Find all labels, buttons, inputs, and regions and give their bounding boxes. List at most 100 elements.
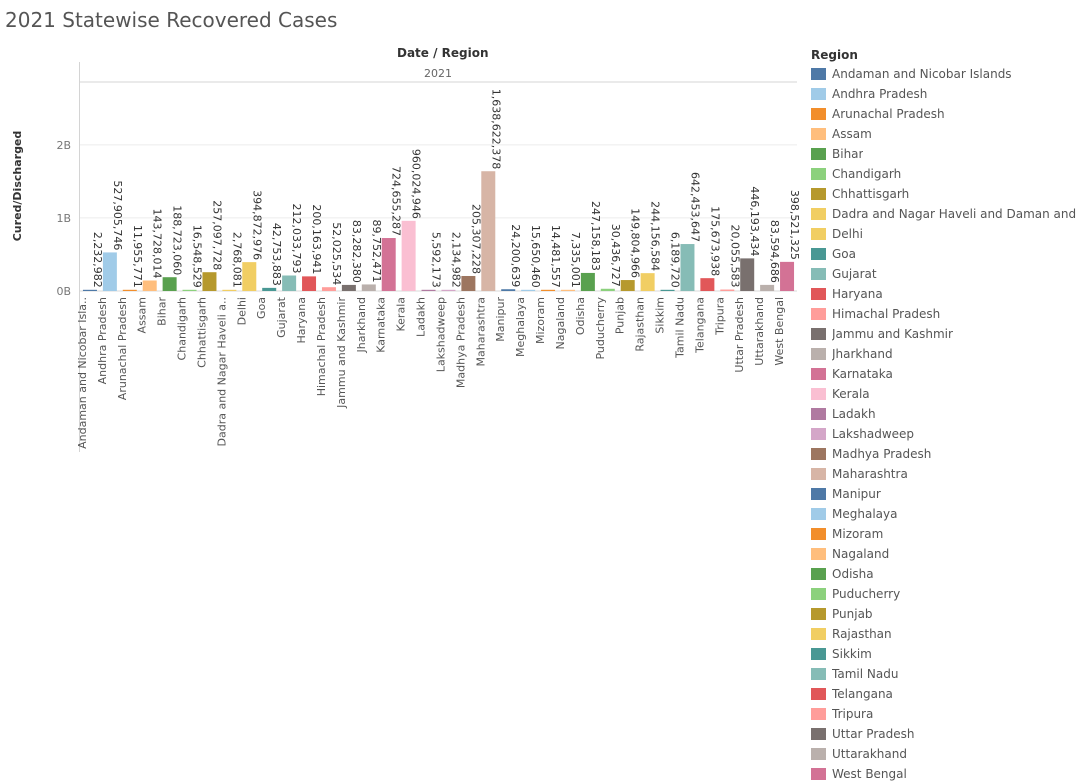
value-label: 16,548,529 — [191, 225, 204, 288]
category-label: Andaman and Nicobar Isla.. — [76, 297, 89, 449]
legend-item[interactable]: Karnataka — [811, 364, 1081, 384]
y-axis-ticks: 0B 1B 2B — [56, 139, 71, 298]
category-label: Telangana — [693, 297, 706, 354]
bar — [302, 276, 317, 291]
legend-item[interactable]: Chhattisgarh — [811, 184, 1081, 204]
legend-item[interactable]: Telangana — [811, 684, 1081, 704]
legend-item[interactable]: Madhya Pradesh — [811, 444, 1081, 464]
category-label: Haryana — [295, 297, 308, 344]
legend-item[interactable]: Jharkhand — [811, 344, 1081, 364]
value-label: 83,594,686 — [768, 220, 781, 283]
legend-item[interactable]: Maharashtra — [811, 464, 1081, 484]
bar — [341, 284, 356, 291]
bar — [660, 289, 675, 291]
legend-swatch — [811, 728, 826, 740]
legend-swatch — [811, 628, 826, 640]
legend-swatch — [811, 188, 826, 200]
legend-item[interactable]: Ladakh — [811, 404, 1081, 424]
legend-swatch — [811, 288, 826, 300]
legend-item[interactable]: Meghalaya — [811, 504, 1081, 524]
legend-item[interactable]: Tamil Nadu — [811, 664, 1081, 684]
legend-swatch — [811, 308, 826, 320]
y-tick-label: 1B — [56, 212, 71, 225]
category-label: Tripura — [713, 297, 726, 336]
legend-item[interactable]: Andhra Pradesh — [811, 84, 1081, 104]
legend-swatch — [811, 688, 826, 700]
legend-label: Kerala — [832, 387, 870, 401]
legend-item[interactable]: Bihar — [811, 144, 1081, 164]
legend-item[interactable]: Uttar Pradesh — [811, 724, 1081, 744]
category-label: Ladakh — [415, 297, 428, 337]
bar — [481, 171, 496, 291]
legend-label: Lakshadweep — [832, 427, 915, 441]
bar — [640, 273, 655, 291]
legend-label: Chandigarh — [832, 167, 902, 181]
value-label: 527,905,746 — [111, 180, 124, 250]
legend-label: Arunachal Pradesh — [832, 107, 945, 121]
category-label: Himachal Pradesh — [315, 297, 328, 396]
bar — [760, 284, 775, 291]
legend-item[interactable]: Uttarakhand — [811, 744, 1081, 764]
legend-swatch — [811, 528, 826, 540]
legend: Region Andaman and Nicobar Islands Andhra… — [811, 47, 1081, 784]
legend-swatch — [811, 708, 826, 720]
legend-label: Maharashtra — [832, 467, 908, 481]
bar — [600, 288, 615, 291]
category-label: Lakshadweep — [434, 297, 447, 372]
legend-item[interactable]: Tripura — [811, 704, 1081, 724]
legend-item[interactable]: Himachal Pradesh — [811, 304, 1081, 324]
value-label: 2,768,081 — [230, 232, 243, 288]
legend-label: Mizoram — [832, 527, 884, 541]
category-label: Mizoram — [534, 297, 547, 344]
legend-item[interactable]: Dadra and Nagar Haveli and Daman and Diu — [811, 204, 1081, 224]
legend-item[interactable]: Sikkim — [811, 644, 1081, 664]
legend-item[interactable]: Rajasthan — [811, 624, 1081, 644]
legend-item[interactable]: Nagaland — [811, 544, 1081, 564]
category-label: Puducherry — [594, 297, 607, 360]
value-label: 257,097,728 — [210, 200, 223, 270]
legend-item[interactable]: Lakshadweep — [811, 424, 1081, 444]
legend-label: Goa — [832, 247, 856, 261]
legend-item[interactable]: Punjab — [811, 604, 1081, 624]
legend-item[interactable]: Jammu and Kashmir — [811, 324, 1081, 344]
legend-item[interactable]: Manipur — [811, 484, 1081, 504]
category-label: Gujarat — [275, 296, 288, 338]
legend-item[interactable]: Chandigarh — [811, 164, 1081, 184]
legend-label: Punjab — [832, 607, 873, 621]
legend-item[interactable]: West Bengal — [811, 764, 1081, 784]
legend-item[interactable]: Andaman and Nicobar Islands — [811, 64, 1081, 84]
category-label: Arunachal Pradesh — [116, 297, 129, 400]
legend-item[interactable]: Odisha — [811, 564, 1081, 584]
legend-item[interactable]: Puducherry — [811, 584, 1081, 604]
legend-label: Uttar Pradesh — [832, 727, 915, 741]
bar — [222, 289, 237, 291]
value-label: 247,158,183 — [589, 201, 602, 271]
legend-item[interactable]: Mizoram — [811, 524, 1081, 544]
bar — [122, 289, 137, 291]
value-label: 15,650,460 — [529, 225, 542, 288]
legend-label: Andaman and Nicobar Islands — [832, 67, 1012, 81]
legend-item[interactable]: Assam — [811, 124, 1081, 144]
legend-item[interactable]: Delhi — [811, 224, 1081, 244]
legend-label: Telangana — [832, 687, 893, 701]
legend-item[interactable]: Goa — [811, 244, 1081, 264]
legend-label: Nagaland — [832, 547, 890, 561]
legend-swatch — [811, 608, 826, 620]
legend-swatch — [811, 468, 826, 480]
bar — [521, 289, 536, 291]
value-label: 724,655,287 — [390, 166, 403, 236]
legend-item[interactable]: Arunachal Pradesh — [811, 104, 1081, 124]
value-label: 89,752,471 — [370, 219, 383, 282]
category-label: Dadra and Nagar Haveli a.. — [215, 297, 228, 447]
legend-item[interactable]: Kerala — [811, 384, 1081, 404]
legend-label: Manipur — [832, 487, 881, 501]
legend-swatch — [811, 408, 826, 420]
bar — [242, 262, 257, 291]
legend-item[interactable]: Gujarat — [811, 264, 1081, 284]
legend-label: Rajasthan — [832, 627, 892, 641]
legend-item[interactable]: Haryana — [811, 284, 1081, 304]
legend-swatch — [811, 448, 826, 460]
legend-swatch — [811, 68, 826, 80]
category-label: Nagaland — [554, 297, 567, 349]
legend-swatch — [811, 88, 826, 100]
